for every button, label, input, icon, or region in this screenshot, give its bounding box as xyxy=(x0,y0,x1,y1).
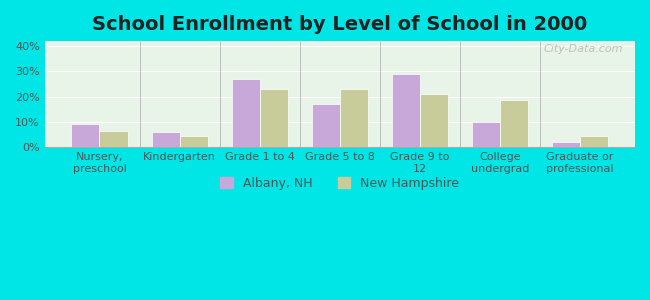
Bar xyxy=(472,122,500,147)
Title: School Enrollment by Level of School in 2000: School Enrollment by Level of School in … xyxy=(92,15,588,34)
Bar xyxy=(151,132,179,147)
Bar xyxy=(340,89,368,147)
Text: City-Data.com: City-Data.com xyxy=(543,44,623,54)
Bar xyxy=(552,142,580,147)
Bar xyxy=(580,136,608,147)
Bar xyxy=(312,104,340,147)
Bar xyxy=(500,100,528,147)
Bar xyxy=(99,131,127,147)
Bar xyxy=(392,74,420,147)
Legend: Albany, NH, New Hampshire: Albany, NH, New Hampshire xyxy=(214,170,465,196)
Bar xyxy=(231,79,260,147)
Bar xyxy=(260,89,288,147)
Bar xyxy=(420,94,448,147)
Bar xyxy=(72,124,99,147)
Bar xyxy=(179,136,207,147)
